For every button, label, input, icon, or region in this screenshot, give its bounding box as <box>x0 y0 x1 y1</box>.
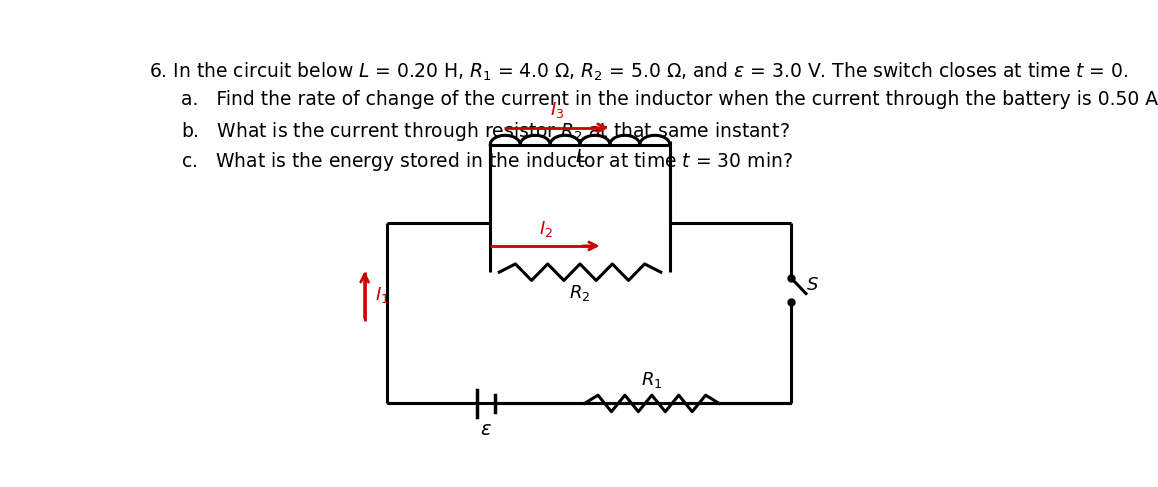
Text: $R_1$: $R_1$ <box>642 370 662 390</box>
Text: a.   Find the rate of change of the current in the inductor when the current thr: a. Find the rate of change of the curren… <box>181 90 1158 109</box>
Text: $I_3$: $I_3$ <box>550 100 565 120</box>
Text: $\varepsilon$: $\varepsilon$ <box>479 420 492 439</box>
Text: 6. In the circuit below $L$ = 0.20 H, $R_1$ = 4.0 $\Omega$, $R_2$ = 5.0 $\Omega$: 6. In the circuit below $L$ = 0.20 H, $R… <box>149 60 1129 83</box>
Text: S: S <box>807 276 819 294</box>
Text: c.   What is the energy stored in the inductor at time $t$ = 30 min?: c. What is the energy stored in the indu… <box>181 150 792 173</box>
Text: $I_2$: $I_2$ <box>540 219 554 239</box>
Text: $L$: $L$ <box>574 149 586 167</box>
Text: $R_2$: $R_2$ <box>570 283 591 303</box>
Text: $I_1$: $I_1$ <box>375 285 389 305</box>
Text: b.   What is the current through resistor $R_2$ at that same instant?: b. What is the current through resistor … <box>181 120 790 143</box>
